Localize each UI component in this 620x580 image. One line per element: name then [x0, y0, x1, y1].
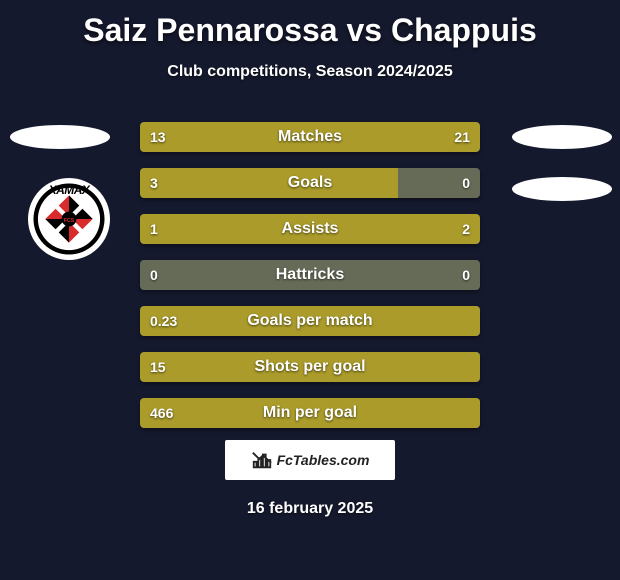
chart-icon: [251, 449, 273, 471]
bar-label: Hattricks: [140, 260, 480, 290]
bar-value-left: 0: [150, 260, 158, 290]
bar-row: Shots per goal15: [140, 352, 480, 382]
team-logo-text: XAMAX: [28, 183, 110, 197]
bar-value-left: 1: [150, 214, 158, 244]
page-subtitle: Club competitions, Season 2024/2025: [0, 63, 620, 81]
bar-label: Min per goal: [140, 398, 480, 428]
bar-label: Assists: [140, 214, 480, 244]
bar-value-right: 0: [462, 168, 470, 198]
date-text: 16 february 2025: [0, 500, 620, 518]
bar-value-left: 0.23: [150, 306, 177, 336]
bar-row: Matches13 21: [140, 122, 480, 152]
bar-row: Hattricks0 0: [140, 260, 480, 290]
bar-row: Assists1 2: [140, 214, 480, 244]
comparison-bars: Matches1321Goals30Assists12Hattricks00Go…: [140, 122, 480, 444]
page-title: Saiz Pennarossa vs Chappuis: [0, 0, 620, 49]
bar-label: Goals: [140, 168, 480, 198]
player-left-placeholder: [10, 125, 110, 149]
bar-row: Goals per match0.23: [140, 306, 480, 336]
bar-value-left: 3: [150, 168, 158, 198]
bar-label: Matches: [140, 122, 480, 152]
player-right-placeholder-2: [512, 177, 612, 201]
bar-value-right: 21: [454, 122, 470, 152]
bar-label: Goals per match: [140, 306, 480, 336]
svg-text:FCS: FCS: [64, 218, 75, 224]
bar-row: Goals3 0: [140, 168, 480, 198]
bar-value-left: 15: [150, 352, 166, 382]
bar-value-left: 466: [150, 398, 173, 428]
bar-label: Shots per goal: [140, 352, 480, 382]
team-logo: FCS XAMAX: [28, 178, 110, 260]
bar-value-right: 0: [462, 260, 470, 290]
bar-row: Min per goal466: [140, 398, 480, 428]
bar-value-right: 2: [462, 214, 470, 244]
watermark-text: FcTables.com: [277, 452, 370, 468]
watermark: FcTables.com: [225, 440, 395, 480]
bar-value-left: 13: [150, 122, 166, 152]
player-right-placeholder-1: [512, 125, 612, 149]
